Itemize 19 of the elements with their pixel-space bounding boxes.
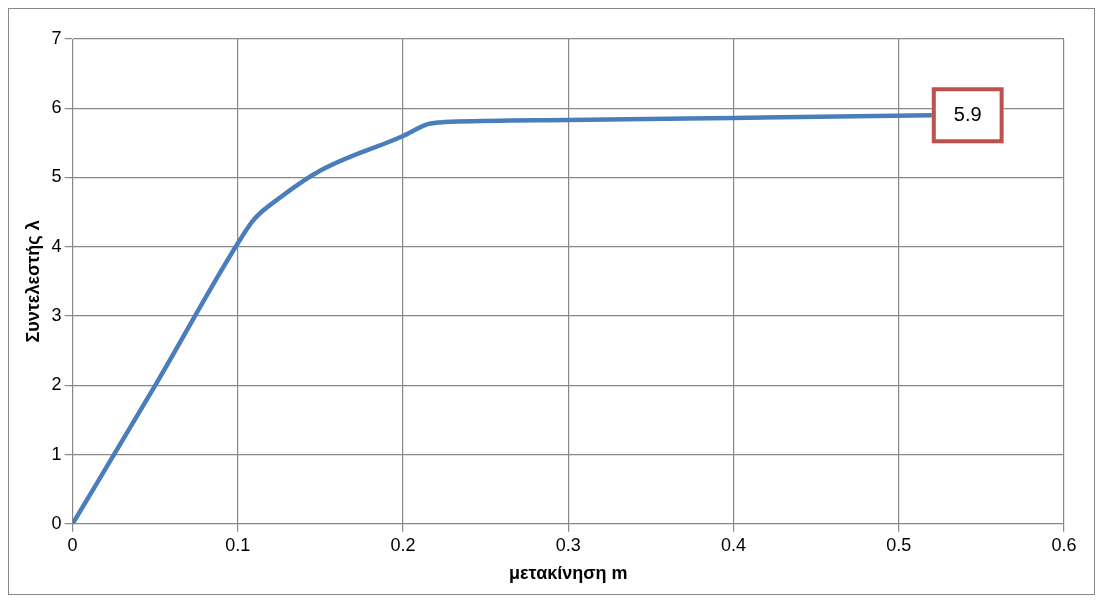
x-tick-label: 0.6 bbox=[1051, 534, 1077, 555]
y-tick-label: 2 bbox=[51, 374, 62, 395]
x-tick-label: 0.3 bbox=[555, 534, 581, 555]
y-tick-label: 5 bbox=[51, 166, 62, 187]
x-tick-label: 0 bbox=[67, 534, 78, 555]
x-axis-title: μετακίνηση m bbox=[509, 563, 628, 584]
line-series bbox=[72, 112, 935, 524]
x-tick-label: 0.1 bbox=[225, 534, 251, 555]
y-tick-label: 1 bbox=[51, 443, 62, 464]
y-tick-label: 7 bbox=[51, 27, 62, 48]
y-tick-label: 0 bbox=[51, 512, 62, 533]
y-axis-title: Συντελεστής λ bbox=[22, 220, 43, 343]
x-tick-label: 0.5 bbox=[886, 534, 912, 555]
annotation: 5.9 bbox=[953, 102, 982, 125]
y-tick-label: 6 bbox=[51, 97, 62, 118]
y-tick-label: 3 bbox=[51, 305, 62, 325]
y-tick-label: 4 bbox=[51, 235, 62, 256]
x-tick-label: 0.4 bbox=[721, 534, 747, 555]
x-tick-label: 0.2 bbox=[390, 534, 416, 555]
